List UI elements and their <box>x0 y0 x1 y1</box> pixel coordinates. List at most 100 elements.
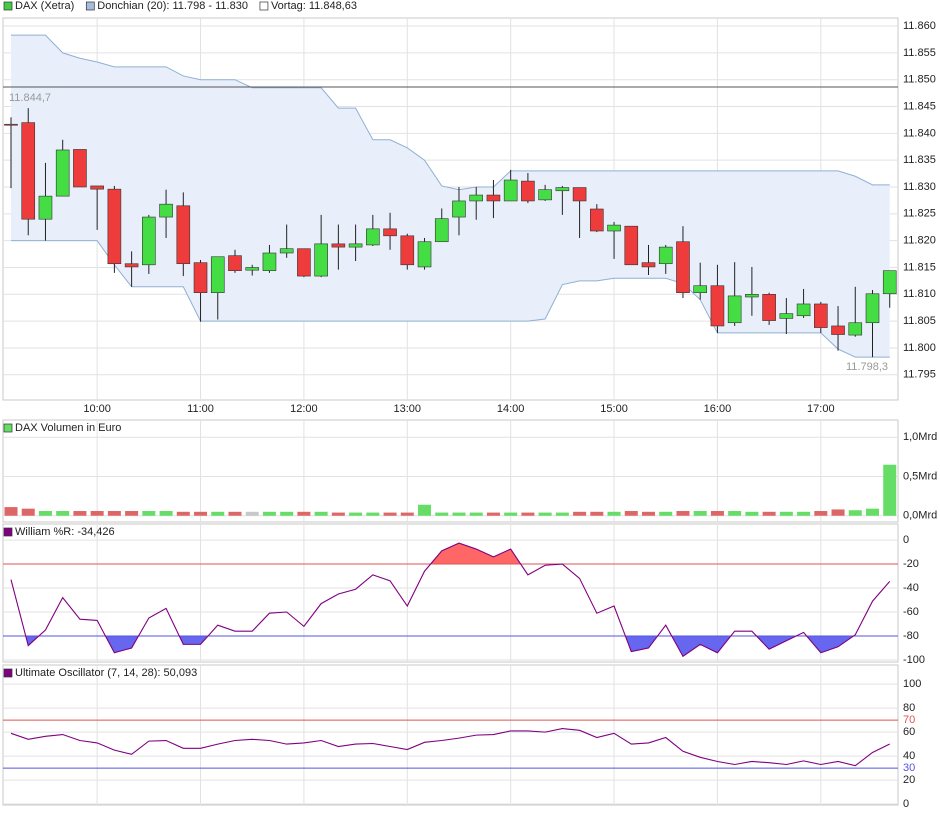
volume-bar <box>21 508 35 516</box>
x-tick-label: 13:00 <box>394 403 422 415</box>
y-tick-label: 80 <box>903 702 915 714</box>
x-tick-label: 17:00 <box>807 403 835 415</box>
candle-body <box>452 200 466 218</box>
volume-bar <box>262 511 276 516</box>
candle-body <box>38 195 53 220</box>
volume-bar <box>56 511 70 516</box>
candle-body <box>796 303 811 317</box>
volume-bar <box>814 511 828 516</box>
volume-bar <box>211 511 225 516</box>
y-tick-label: -60 <box>903 606 919 618</box>
candle-body <box>400 235 415 266</box>
legend-swatch <box>3 1 13 11</box>
y-tick-label: -40 <box>903 582 919 594</box>
candle-body <box>434 218 449 243</box>
candle-body <box>142 216 156 266</box>
y-tick-label: 0,0Mrd <box>903 510 937 522</box>
candle-body <box>55 149 70 197</box>
volume-bar <box>245 511 259 516</box>
candle-body <box>745 294 759 298</box>
volume-bar <box>797 511 811 516</box>
y-tick-label: 0 <box>903 534 909 546</box>
legend-swatch <box>259 1 269 11</box>
volume-bar <box>38 511 52 516</box>
candle-body <box>538 189 552 201</box>
indicator-line <box>10 542 891 658</box>
volume-bar <box>4 507 18 516</box>
candle-body <box>503 179 518 202</box>
volume-bar <box>194 511 208 516</box>
candle-body <box>314 243 328 277</box>
legend-label: Vortag: 11.848,63 <box>271 0 357 12</box>
y-tick-label: -100 <box>903 654 925 666</box>
candle-body <box>882 270 897 295</box>
y-tick-label: 11.835 <box>903 154 936 166</box>
candle-body <box>348 243 363 248</box>
y-tick-label: 20 <box>903 774 915 786</box>
volume-bar <box>573 511 587 516</box>
indicator-line <box>10 727 890 767</box>
y-tick-label: 40 <box>903 750 915 762</box>
y-tick-label: 11.795 <box>903 369 936 381</box>
candle-body <box>710 285 725 327</box>
candle-body <box>297 248 311 277</box>
candle-body <box>228 255 242 271</box>
candle-body <box>124 263 139 268</box>
x-tick-label: 10:00 <box>83 403 111 415</box>
volume-bar <box>176 511 190 516</box>
candle-body <box>590 208 604 232</box>
volume-bar <box>624 511 638 516</box>
candle-body <box>262 252 277 271</box>
panel-title: Ultimate Oscillator (7, 14, 28): 50,093 <box>15 667 197 679</box>
candle-body <box>73 149 87 188</box>
volume-bar <box>762 511 776 516</box>
x-tick-label: 15:00 <box>600 403 628 415</box>
y-tick-label: 11.855 <box>903 47 936 59</box>
x-tick-label: 16:00 <box>704 403 732 415</box>
volume-bar <box>314 511 328 516</box>
volume-bar <box>349 512 363 516</box>
volume-bar <box>831 509 845 516</box>
volume-bar <box>486 512 500 516</box>
candle-body <box>4 123 18 126</box>
volume-bar <box>366 512 380 516</box>
candle-body <box>762 294 776 321</box>
y-tick-label: 0 <box>903 798 909 810</box>
volume-bar <box>418 504 432 516</box>
volume-bar <box>400 512 414 516</box>
legend-label: Donchian (20): 11.798 - 11.830 <box>97 0 248 12</box>
donchian-band <box>11 35 890 358</box>
candle-body <box>90 185 104 190</box>
y-tick-label: 11.845 <box>903 100 936 112</box>
volume-bar <box>745 511 759 516</box>
volume-bar <box>90 511 104 516</box>
volume-bar <box>693 511 707 516</box>
y-tick-label: 1,0Mrd <box>903 431 937 443</box>
volume-bar <box>728 511 742 516</box>
candle-body <box>693 285 708 293</box>
volume-bar <box>452 512 466 516</box>
candle-body <box>417 241 432 268</box>
volume-bar <box>435 512 449 516</box>
volume-bar <box>280 511 294 516</box>
y-tick-label: 11.840 <box>903 127 936 139</box>
candle-body <box>555 187 570 192</box>
candle-body <box>21 122 36 220</box>
volume-bar <box>710 511 724 516</box>
volume-bar <box>642 511 656 516</box>
panel-title: DAX Volumen in Euro <box>15 422 121 434</box>
candle-body <box>727 295 742 324</box>
candle-body <box>107 188 122 265</box>
volume-bar <box>779 511 793 516</box>
candle-body <box>607 224 621 232</box>
panel <box>2 664 899 806</box>
candle-body <box>814 303 828 328</box>
y-tick-label: 60 <box>903 726 915 738</box>
candle-body <box>676 241 690 293</box>
candle-body <box>159 203 173 218</box>
y-tick-label: -20 <box>903 558 919 570</box>
candle-body <box>865 293 880 324</box>
x-tick-label: 11:00 <box>187 403 214 415</box>
ref-fill <box>11 635 890 657</box>
